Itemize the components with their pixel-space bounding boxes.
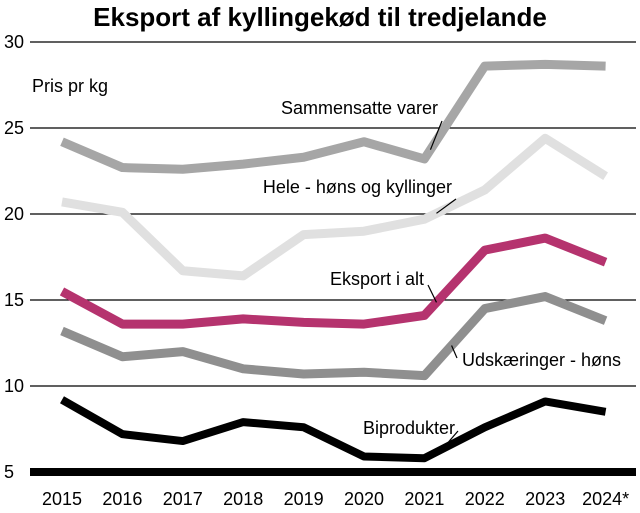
y-tick-label: 15 [4,290,24,310]
series-leader-line [451,345,458,359]
series-line-5 [60,396,607,463]
y-tick-label: 10 [4,376,24,396]
series-line-1 [60,59,606,174]
x-tick-label: 2019 [284,489,324,509]
series-leader-line [436,198,457,214]
series-line-2 [61,133,608,281]
x-tick-label: 2021 [404,489,444,509]
y-tick-label: 30 [4,32,24,52]
series-leader-line [442,430,459,450]
chart-title: Eksport af kyllingekød til tredjelande [93,2,547,32]
series-label: Biprodukter [363,418,455,438]
series-label: Eksport i alt [330,269,424,289]
x-tick-label: 2024* [582,489,629,509]
x-tick-label: 2018 [223,489,263,509]
series-label: Udskæringer - høns [462,350,621,370]
y-axis-label: Pris pr kg [32,76,108,96]
series-line-4 [60,292,608,381]
x-tick-label: 2022 [465,489,505,509]
x-axis-ticks: 2015 2016 2017 2018 2019 2020 2021 2022 2023 2024… [42,489,629,509]
x-tick-label: 2017 [163,489,203,509]
y-tick-label: 20 [4,204,24,224]
series-labels: Sammensatte varer Hele - høns og kyllinge… [263,98,621,438]
series-lines [59,59,608,463]
y-tick-label: 5 [4,462,14,482]
x-tick-label: 2015 [42,489,82,509]
x-tick-label: 2016 [102,489,142,509]
series-label-leaders [427,120,459,450]
y-axis-ticks: 5 10 15 20 25 30 [4,32,24,482]
y-tick-label: 25 [4,118,24,138]
x-tick-label: 2020 [344,489,384,509]
series-line-3 [59,233,608,329]
series-label: Hele - høns og kyllinger [263,177,452,197]
series-leader-line [429,120,443,150]
series-label: Sammensatte varer [281,98,438,118]
series-leader-line [427,284,438,303]
x-tick-label: 2023 [525,489,565,509]
